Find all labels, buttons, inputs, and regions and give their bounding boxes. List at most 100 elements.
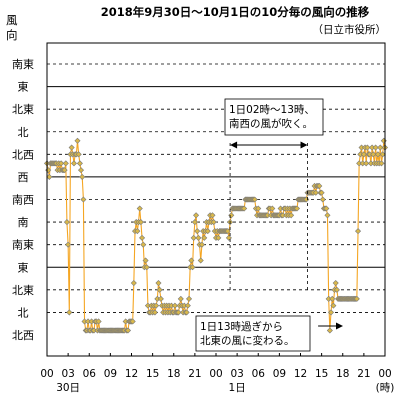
data-point [319,196,326,203]
data-point [318,189,325,196]
data-point [77,167,85,174]
data-point [372,144,379,151]
data-point [329,295,336,302]
data-point [189,264,196,271]
annotation-1-arrow-left [230,141,238,149]
x-tick-label: 03 [61,368,74,380]
data-point [364,144,371,151]
data-point [175,309,182,316]
data-point [137,219,144,226]
annotation-box-2 [195,315,311,352]
data-point [80,196,87,203]
y-tick-label: 北 [18,126,29,139]
y-tick-label: 南西 [12,194,34,207]
annotation-box-1 [224,98,324,136]
annotation-1-text: 南西の風が吹く。 [229,117,313,130]
y-tick-label: 南 [18,216,29,229]
data-point [333,286,340,293]
data-point [124,327,132,334]
x-day-label: 30日 [56,382,80,394]
x-tick-label: 15 [315,368,328,380]
data-point [177,295,184,302]
data-point [201,234,208,241]
annotation-2-text: 北東の風に変わる。 [200,334,295,347]
annotation-1-arrow-right [300,141,308,149]
y-axis-label-char-2: 向 [6,28,18,42]
x-day-label: 1日 [229,382,246,394]
data-point [374,151,381,158]
x-tick-label: 12 [125,368,138,380]
x-tick-label: 09 [104,368,117,380]
y-tick-label: 東 [18,261,29,274]
data-point [378,160,385,167]
data-point [155,280,162,287]
y-tick-label: 北 [18,306,29,319]
data-point [143,264,150,271]
data-point [224,228,231,235]
annotation-2-text: 1日13時過ぎから [200,320,283,333]
data-point [46,173,53,180]
data-point [79,173,86,180]
x-tick-label: 06 [83,368,97,380]
x-tick-label: 18 [167,368,180,380]
data-point [209,212,216,219]
data-point [197,257,204,264]
data-point [75,151,82,158]
x-tick-label: 06 [252,368,266,380]
data-point [70,160,77,167]
data-point [151,309,158,316]
y-tick-label: 北西 [12,329,34,342]
data-point [186,295,193,302]
data-point [184,302,191,309]
x-tick-label: 21 [357,368,370,380]
grid [47,63,385,313]
data-point [353,295,360,302]
data-point [183,309,190,316]
data-point [139,234,146,241]
data-point [251,196,258,203]
data-point [312,189,319,196]
data-point [332,280,339,287]
data-point [210,219,217,226]
data-point [58,160,65,167]
data-point [130,280,137,287]
data-point [303,196,310,203]
data-point [330,302,337,309]
data-point [136,205,143,212]
data-point [140,241,147,248]
data-point [66,309,73,316]
data-point [370,151,377,158]
x-tick-label: 21 [188,368,201,380]
data-point [62,160,69,167]
data-point [198,241,205,248]
y-tick-label: 北西 [12,148,34,161]
x-tick-label: 18 [336,368,349,380]
y-tick-label: 南東 [12,239,34,252]
annotation-1-text: 1日02時～13時、 [229,104,315,116]
data-point [323,205,330,212]
x-axis-label: (時) [376,382,395,394]
y-tick-label: 南東 [12,58,34,71]
data-point [63,219,70,226]
data-point [360,151,367,158]
x-tick-label: 09 [273,368,286,380]
x-tick-label: 00 [378,368,391,380]
data-point [171,302,178,309]
y-tick-label: 北東 [12,284,34,297]
data-point [153,302,160,309]
data-point [293,205,301,212]
data-point [215,234,222,241]
x-tick-label: 00 [40,368,53,380]
x-tick-label: 15 [146,368,159,380]
data-point [95,318,102,325]
data-point [129,318,136,325]
data-point [195,234,202,241]
data-point [204,228,211,235]
data-point [316,182,323,189]
data-point [65,241,72,248]
data-point [228,212,235,219]
data-point [225,234,232,241]
